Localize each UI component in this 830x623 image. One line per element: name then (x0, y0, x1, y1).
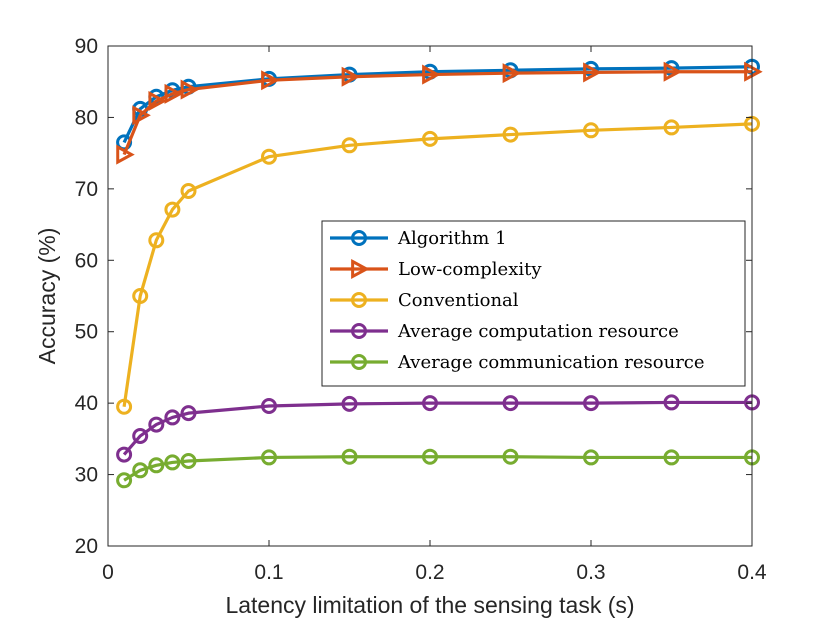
legend-swatch-marker (351, 258, 370, 280)
data-point (132, 105, 151, 126)
data-point (180, 79, 200, 100)
data-point (261, 398, 277, 414)
legend-label: Average communication resource (397, 352, 705, 373)
y-tick-label: 30 (75, 464, 98, 487)
data-point (261, 148, 277, 165)
data-point (744, 61, 763, 82)
legend-label: Average computation resource (397, 321, 679, 342)
data-point (148, 457, 165, 474)
data-point (164, 409, 181, 426)
data-point (116, 398, 133, 415)
axis-ticks: 0 0.1 0.2 0.3 0.4 20 30 40 50 60 70 80 90 (75, 35, 767, 584)
data-point (663, 61, 683, 82)
x-axis-label: Latency limitation of the sensing task (… (225, 592, 634, 618)
legend-label: Conventional (398, 290, 519, 311)
y-tick-label: 90 (75, 35, 98, 58)
data-point (180, 405, 197, 422)
data-point (502, 126, 519, 143)
data-point (116, 472, 133, 489)
series-layer (116, 58, 763, 489)
data-point (422, 130, 438, 147)
legend-entry: Average computation resource (330, 321, 679, 342)
legend-swatch-marker (351, 323, 367, 339)
data-point (422, 64, 441, 85)
data-point (116, 446, 133, 463)
data-point (502, 63, 522, 84)
data-point (261, 449, 277, 466)
x-tick-label: 0.3 (576, 561, 605, 584)
data-point (148, 232, 165, 249)
y-tick-label: 70 (75, 178, 98, 201)
legend-entry: Low-complexity (330, 258, 542, 280)
data-point (180, 183, 197, 199)
x-tick-label: 0 (102, 561, 114, 584)
legend-box (321, 220, 746, 387)
data-point (583, 62, 602, 83)
data-point (148, 416, 165, 433)
legend-entry: Algorithm 1 (330, 228, 507, 249)
data-point (164, 454, 181, 471)
legend-label: Algorithm 1 (397, 228, 507, 249)
data-point (663, 119, 680, 136)
legend-entry: Conventional (330, 290, 519, 311)
data-point (341, 66, 361, 87)
series-2 (116, 61, 763, 165)
y-tick-label: 20 (75, 535, 98, 558)
x-tick-label: 0.4 (737, 561, 767, 584)
y-tick-label: 60 (75, 249, 98, 272)
data-point (663, 449, 680, 466)
data-point (422, 448, 438, 465)
legend-entry: Average communication resource (330, 352, 705, 373)
y-tick-label: 80 (75, 106, 98, 129)
series-line (122, 400, 752, 456)
legend-swatch-marker (351, 354, 367, 370)
legend-swatch-marker (351, 230, 367, 246)
data-point (164, 201, 181, 218)
legend-swatch-marker (351, 292, 367, 308)
series-4 (116, 394, 760, 463)
data-point (148, 90, 167, 112)
data-point (132, 428, 149, 444)
data-point (422, 395, 438, 412)
data-point (583, 395, 599, 412)
series-line (122, 65, 753, 144)
data-point (341, 395, 358, 412)
y-tick-label: 40 (75, 392, 98, 415)
data-point (502, 448, 519, 465)
data-point (116, 144, 135, 165)
legend: Algorithm 1 Low-complexity Conventional Ave… (321, 220, 746, 387)
x-tick-label: 0.1 (254, 561, 283, 584)
series-line (122, 70, 752, 156)
data-point (663, 394, 680, 411)
data-point (164, 83, 184, 104)
data-point (341, 137, 358, 154)
data-point (583, 122, 599, 139)
data-point (180, 453, 197, 469)
series-line (123, 455, 752, 482)
legend-label: Low-complexity (398, 259, 542, 280)
data-point (261, 70, 280, 91)
data-point (502, 395, 519, 412)
data-point (132, 288, 149, 304)
data-point (583, 449, 599, 466)
series-line (122, 122, 753, 407)
y-axis-label: Accuracy (%) (34, 228, 60, 365)
data-point (132, 462, 149, 479)
x-tick-label: 0.2 (415, 561, 444, 584)
y-tick-label: 50 (75, 321, 98, 344)
data-point (341, 448, 358, 465)
